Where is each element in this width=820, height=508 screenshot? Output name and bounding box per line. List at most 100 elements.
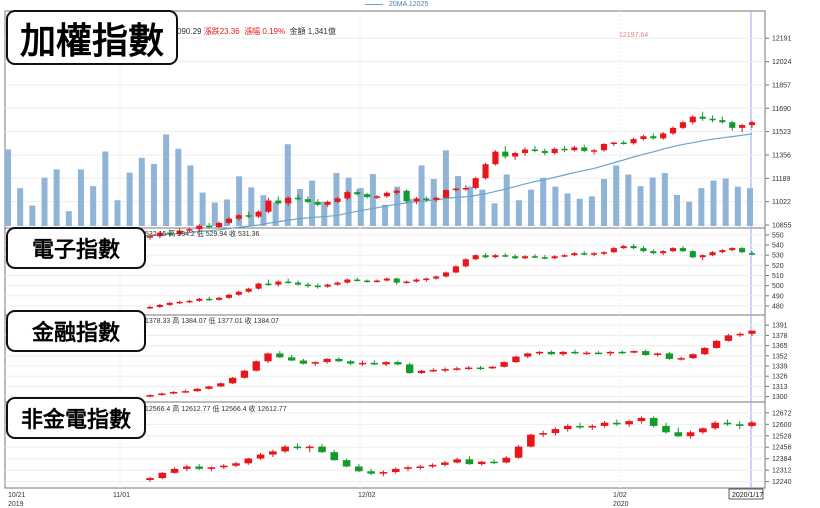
candle-body xyxy=(324,201,331,205)
y-tick-label: 11022 xyxy=(772,199,791,206)
candle-body xyxy=(314,201,321,205)
y-tick-label: 1378 xyxy=(772,333,788,340)
volume-bar xyxy=(442,150,449,226)
candle-body xyxy=(183,466,191,469)
volume-bar xyxy=(369,174,376,226)
candle-body xyxy=(344,192,351,199)
ma-line xyxy=(7,133,753,262)
candle-body xyxy=(305,446,314,449)
candle-body xyxy=(441,462,449,465)
panel1-info: 532.15 高 534.2 低 529.94 收 531.36 xyxy=(145,231,260,238)
x-tick-sublabel: 2019 xyxy=(8,501,24,508)
candle-body xyxy=(686,432,695,437)
y-tick-label: 11690 xyxy=(772,106,791,113)
y-tick-label: 540 xyxy=(772,243,784,250)
candle-body xyxy=(502,255,509,257)
candle-body xyxy=(287,357,296,361)
candle-body xyxy=(299,360,308,364)
volume-bar xyxy=(5,149,11,226)
volume-bar xyxy=(150,163,157,226)
volume-bar xyxy=(272,202,279,226)
candle-body xyxy=(689,354,697,359)
volume-bar xyxy=(698,188,705,226)
candle-body xyxy=(472,178,479,188)
candle-body xyxy=(729,248,736,251)
volume-bar xyxy=(674,194,681,226)
volume-bar xyxy=(223,199,230,226)
candle-body xyxy=(492,151,499,165)
x-tick-label: 12/02 xyxy=(358,492,376,499)
candle-body xyxy=(383,278,390,281)
panel1-title: 電子指數 xyxy=(6,227,146,269)
candle-body xyxy=(403,281,410,284)
candle-body xyxy=(373,196,381,198)
candle-body xyxy=(521,149,529,154)
volume-bar xyxy=(248,187,255,226)
candle-body xyxy=(196,225,203,230)
candle-body xyxy=(465,459,474,465)
candle-body xyxy=(186,229,193,231)
candle-body xyxy=(294,197,302,200)
candle-body xyxy=(642,351,650,355)
candle-body xyxy=(216,222,223,228)
candle-body xyxy=(394,362,402,365)
candle-body xyxy=(367,471,375,474)
candle-body xyxy=(228,377,237,384)
x-tick-label: 11/01 xyxy=(113,492,130,499)
y-tick-label: 1300 xyxy=(772,394,788,401)
candle-body xyxy=(225,294,233,298)
y-tick-label: 510 xyxy=(772,273,784,280)
candle-body xyxy=(285,197,292,204)
y-tick-label: 520 xyxy=(772,263,784,270)
y-tick-label: 12384 xyxy=(772,456,792,463)
candle-body xyxy=(186,300,193,303)
volume-bar xyxy=(686,201,693,226)
candle-body xyxy=(600,143,608,151)
volume-bar xyxy=(65,211,72,226)
candle-body xyxy=(719,120,726,123)
candle-body xyxy=(729,122,736,128)
candle-body xyxy=(551,148,558,154)
candle-body xyxy=(735,424,744,426)
candle-body xyxy=(630,246,637,249)
candle-body xyxy=(600,422,609,426)
candle-body xyxy=(561,255,568,257)
volume-bar xyxy=(53,169,60,226)
candle-body xyxy=(416,466,425,468)
panel0-info-pct: 0.19% xyxy=(262,27,286,36)
volume-bar xyxy=(637,186,644,226)
volume-bar xyxy=(601,179,608,226)
candle-body xyxy=(679,248,686,252)
candle-body xyxy=(304,199,311,202)
volume-bar xyxy=(29,205,36,226)
volume-bar xyxy=(175,148,182,226)
candle-body xyxy=(613,422,621,425)
volume-bar xyxy=(17,188,24,226)
candle-body xyxy=(524,353,532,357)
volume-bar xyxy=(187,165,194,226)
candle-body xyxy=(674,432,683,437)
y-tick-label: 10855 xyxy=(772,223,792,230)
y-tick-label: 11857 xyxy=(772,82,791,89)
candle-body xyxy=(293,446,302,449)
candle-body xyxy=(347,361,355,364)
candle-body xyxy=(689,116,696,123)
y-tick-label: 12600 xyxy=(772,422,792,429)
candle-body xyxy=(453,459,461,463)
candle-body xyxy=(166,302,173,305)
y-tick-label: 1339 xyxy=(772,364,788,371)
panel0-info-change-label: 漲跌 xyxy=(203,27,220,36)
candle-body xyxy=(472,255,479,260)
candle-body xyxy=(195,466,203,469)
candle-body xyxy=(433,276,440,279)
volume-bar xyxy=(418,165,425,226)
candle-body xyxy=(354,279,361,282)
candle-body xyxy=(146,478,154,481)
candle-body xyxy=(662,425,670,433)
volume-bar xyxy=(345,177,352,226)
candle-body xyxy=(453,368,461,370)
candle-body xyxy=(393,278,400,283)
y-tick-label: 12024 xyxy=(772,59,792,66)
candle-body xyxy=(465,367,473,370)
candle-body xyxy=(255,211,262,217)
